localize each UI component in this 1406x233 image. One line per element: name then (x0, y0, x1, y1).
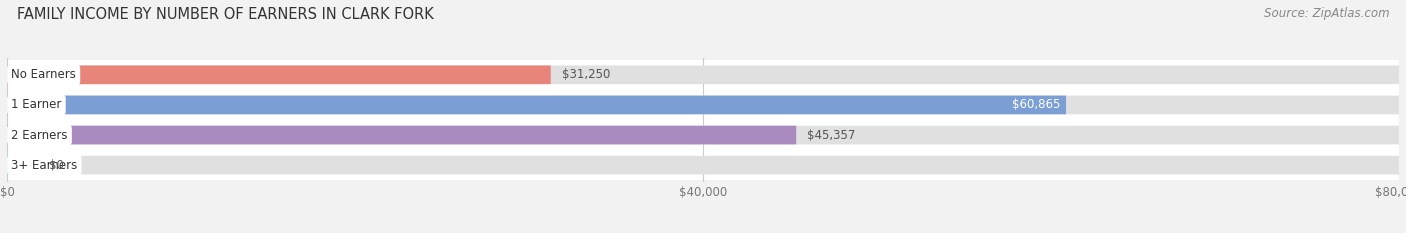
Text: $45,357: $45,357 (807, 129, 856, 142)
FancyBboxPatch shape (7, 126, 1399, 144)
FancyBboxPatch shape (7, 60, 1399, 90)
FancyBboxPatch shape (7, 65, 551, 84)
Text: 1 Earner: 1 Earner (11, 98, 62, 111)
Text: FAMILY INCOME BY NUMBER OF EARNERS IN CLARK FORK: FAMILY INCOME BY NUMBER OF EARNERS IN CL… (17, 7, 433, 22)
FancyBboxPatch shape (7, 90, 1399, 120)
FancyBboxPatch shape (7, 156, 38, 175)
Text: $60,865: $60,865 (1012, 98, 1060, 111)
Text: Source: ZipAtlas.com: Source: ZipAtlas.com (1264, 7, 1389, 20)
FancyBboxPatch shape (7, 126, 796, 144)
Text: 2 Earners: 2 Earners (11, 129, 67, 142)
FancyBboxPatch shape (7, 150, 1399, 180)
Text: $31,250: $31,250 (562, 68, 610, 81)
Text: 3+ Earners: 3+ Earners (11, 159, 77, 172)
Text: $0: $0 (49, 159, 65, 172)
FancyBboxPatch shape (7, 96, 1399, 114)
FancyBboxPatch shape (7, 156, 1399, 175)
FancyBboxPatch shape (7, 65, 1399, 84)
FancyBboxPatch shape (7, 120, 1399, 150)
Text: No Earners: No Earners (11, 68, 76, 81)
FancyBboxPatch shape (7, 96, 1066, 114)
